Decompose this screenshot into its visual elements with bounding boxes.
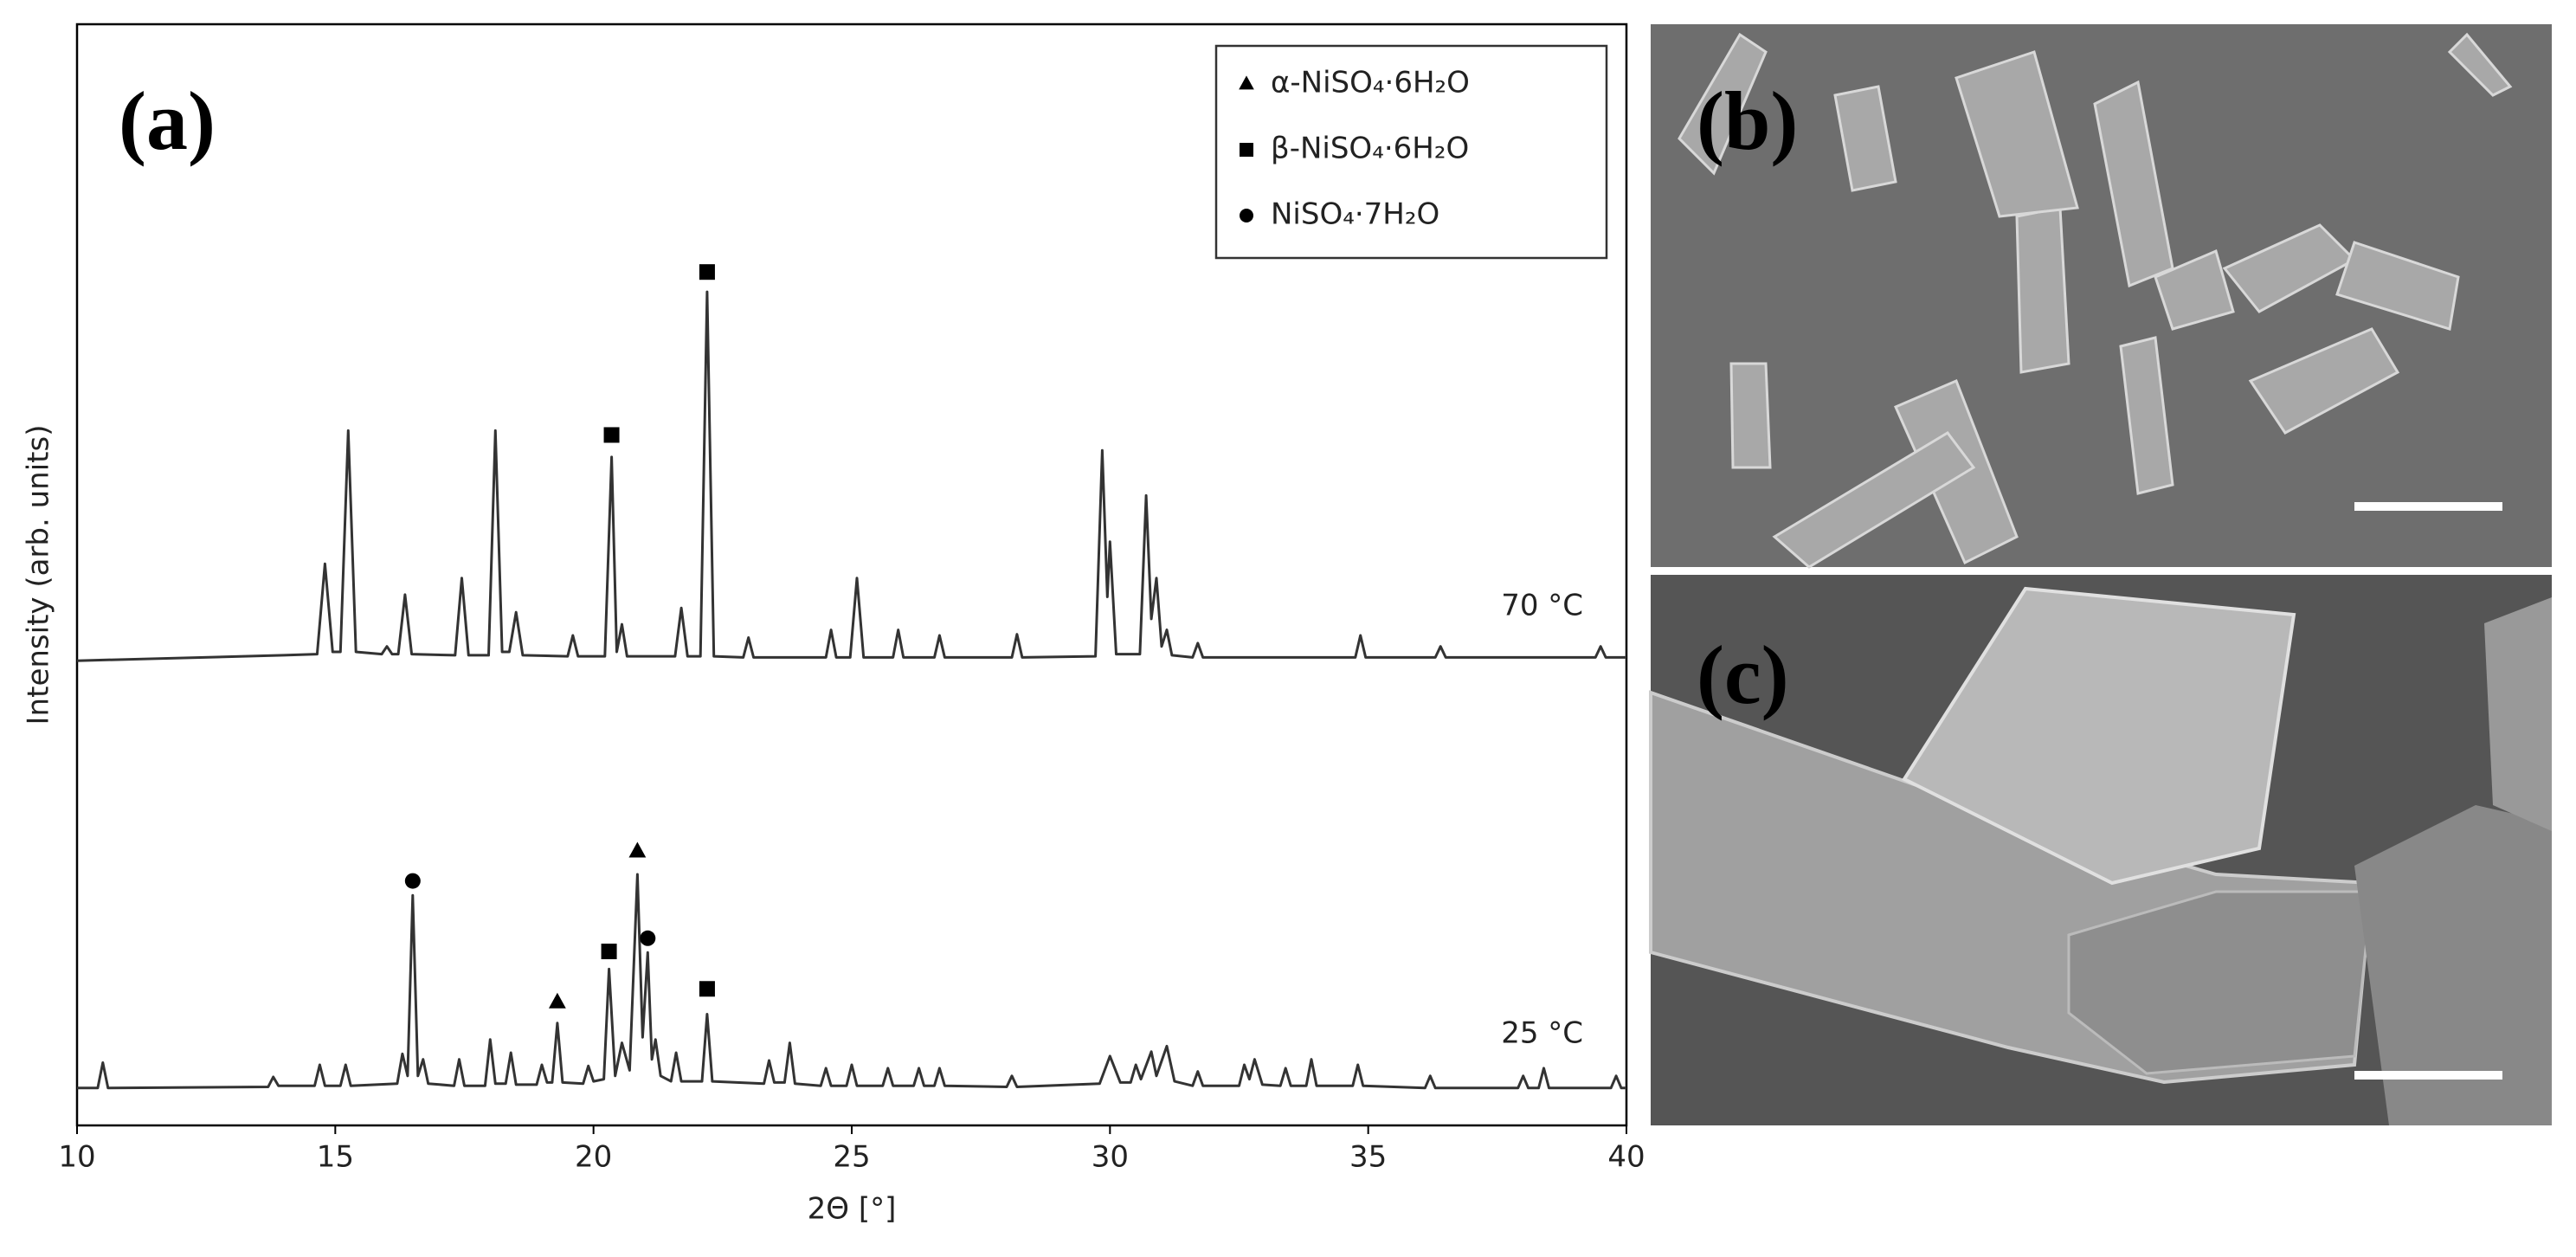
panel-label: (a): [119, 74, 216, 167]
panel-label: (c): [1697, 628, 1789, 721]
series-label: 25 °C: [1501, 1015, 1583, 1050]
marker-square: [603, 427, 620, 443]
legend-label: α-NiSO₄·6H₂O: [1271, 66, 1470, 100]
series-line: [77, 873, 1626, 1090]
panel-label: (b): [1697, 74, 1798, 167]
marker-square: [1240, 143, 1253, 157]
legend-box: [1214, 44, 1608, 260]
sem-image-c: [1649, 575, 2552, 1125]
x-axis-label: 2Θ [°]: [808, 1192, 897, 1227]
marker-square: [601, 944, 617, 960]
marker-circle: [1240, 209, 1253, 222]
legend-label: β-NiSO₄·6H₂O: [1271, 132, 1469, 166]
x-tick-label: 40: [1607, 1140, 1645, 1175]
x-tick-label: 30: [1092, 1140, 1129, 1175]
x-tick-label: 10: [58, 1140, 95, 1175]
sem-image-b: [1651, 24, 2552, 569]
marker-circle: [404, 873, 421, 889]
series-label: 70 °C: [1501, 589, 1583, 623]
x-tick-label: 35: [1349, 1140, 1387, 1175]
legend-label: NiSO₄·7H₂O: [1271, 197, 1439, 232]
y-axis-label: Intensity (arb. units): [22, 425, 56, 725]
x-tick-label: 20: [575, 1140, 612, 1175]
marker-triangle: [1239, 75, 1254, 90]
marker-square: [699, 981, 715, 997]
marker-triangle: [628, 841, 647, 858]
marker-triangle: [549, 992, 566, 1009]
x-tick-label: 25: [833, 1140, 870, 1175]
marker-circle: [640, 930, 656, 946]
series-line: [76, 290, 1626, 662]
marker-square: [699, 264, 715, 280]
x-tick-label: 15: [317, 1140, 354, 1175]
